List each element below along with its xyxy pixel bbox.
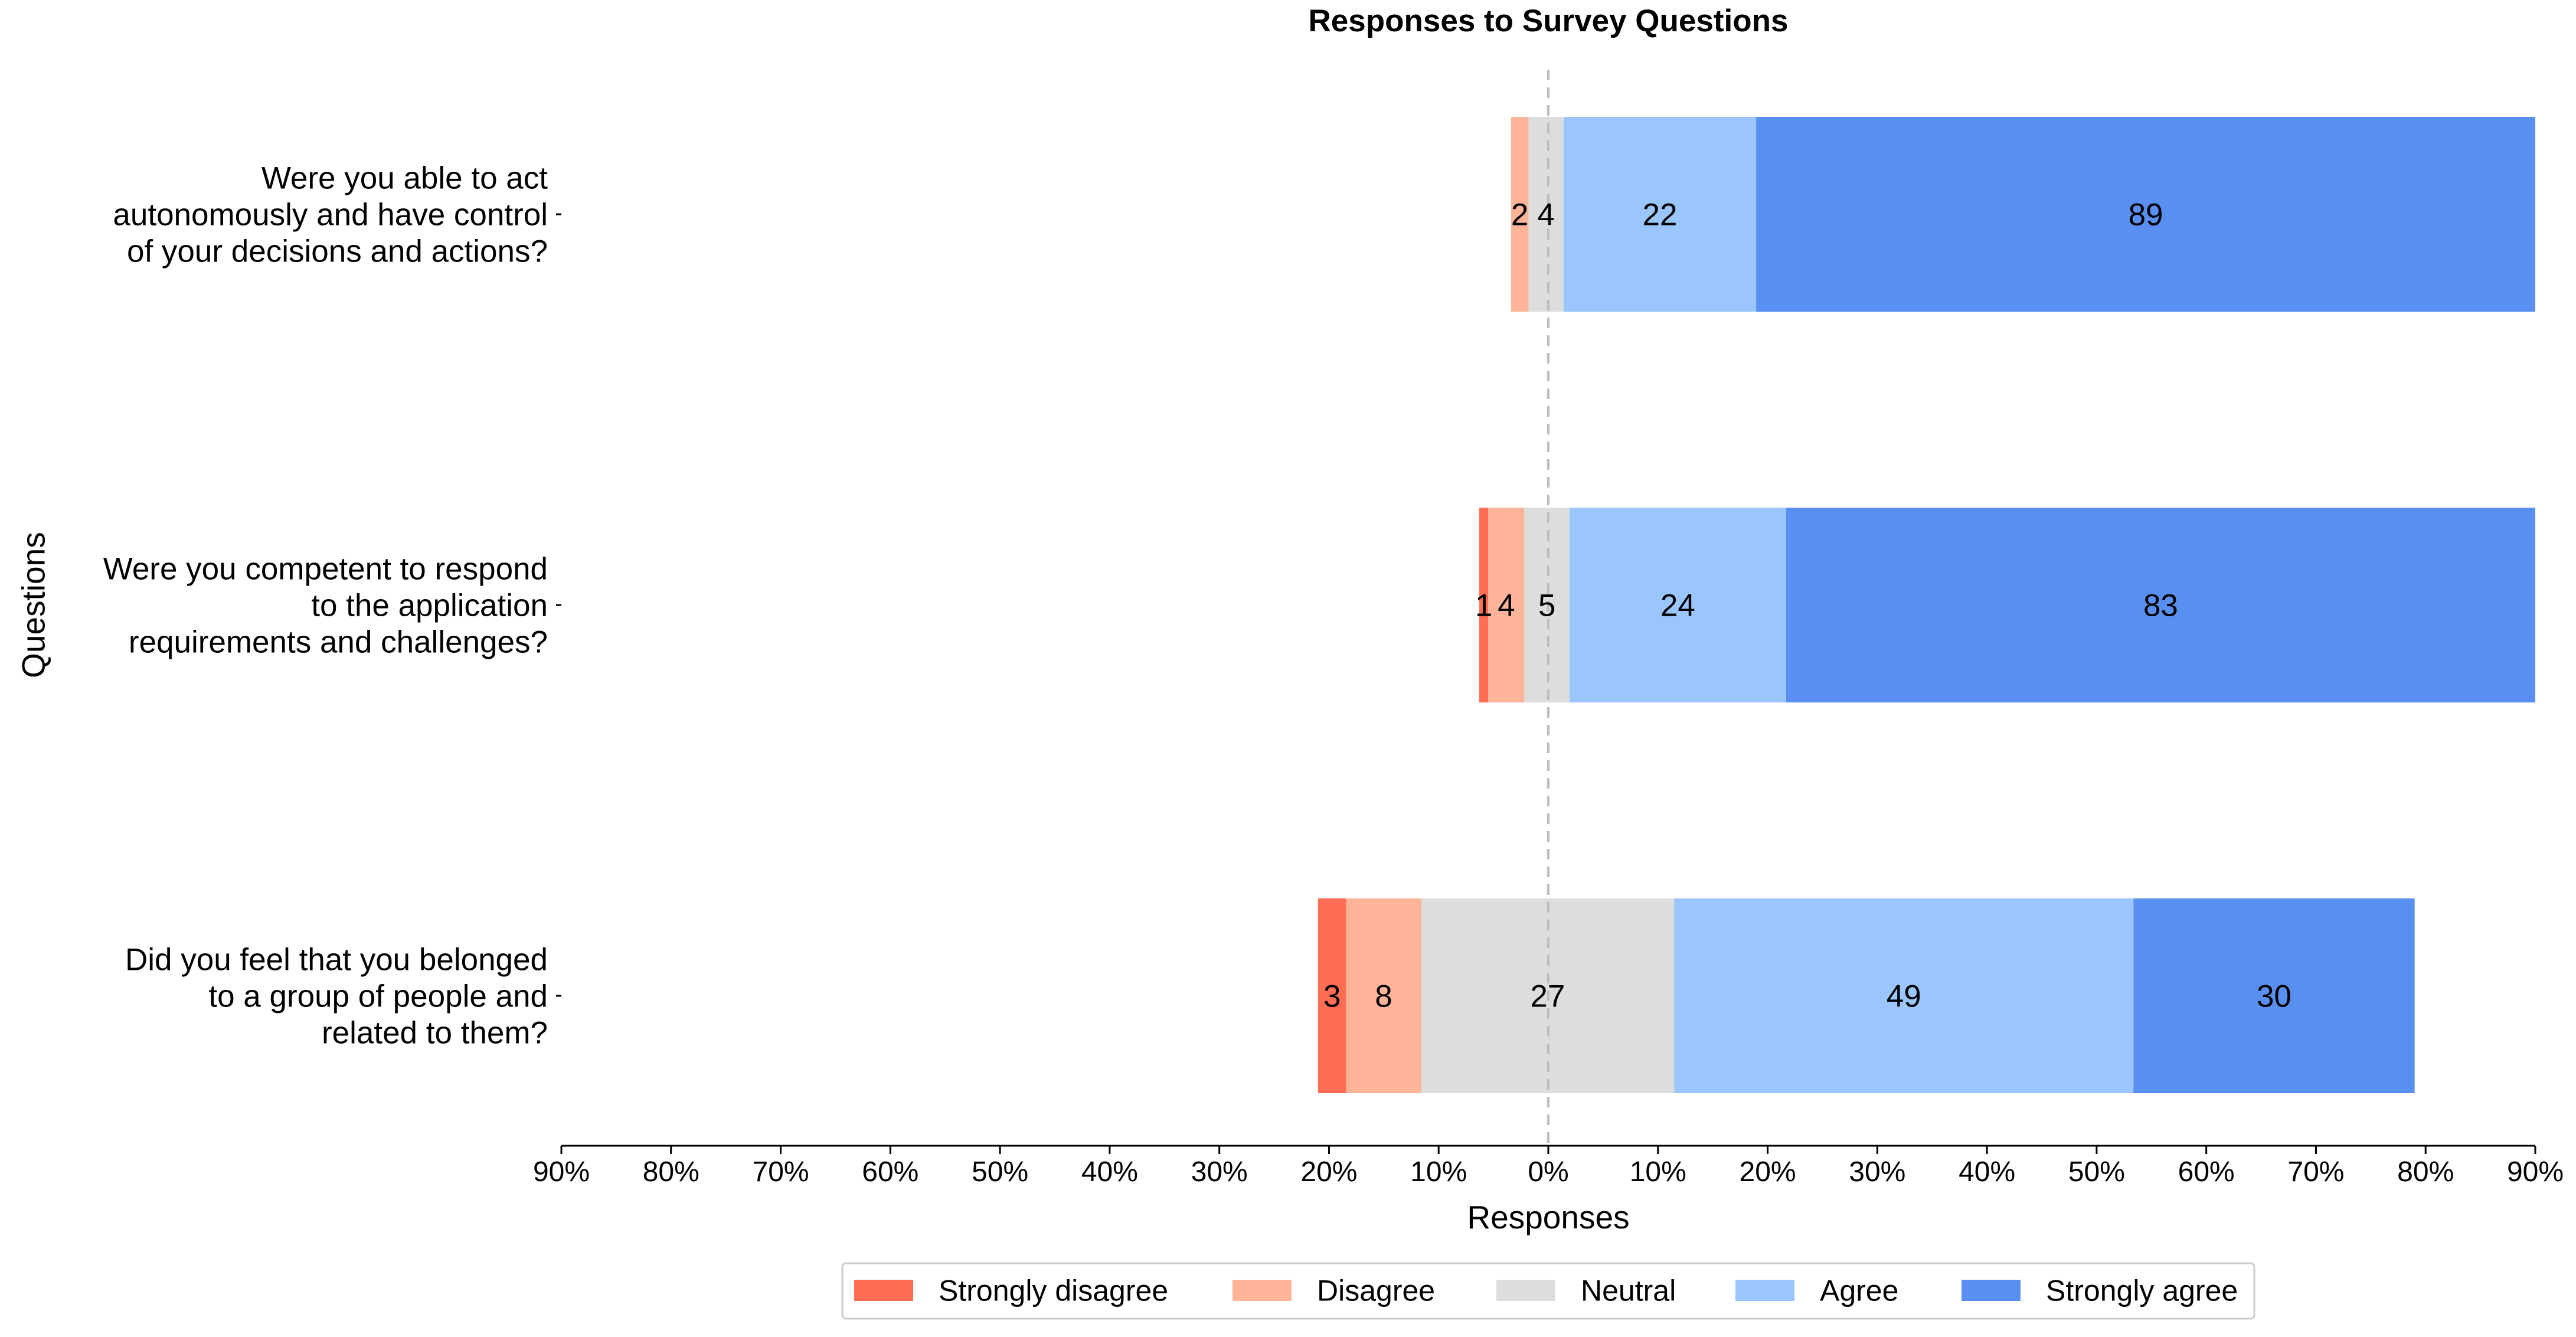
- bar-segment: [2133, 898, 2415, 1093]
- question-label: to a group of people and: [208, 979, 548, 1014]
- x-axis: 90% 80% 70% 60% 50% 40% 30% 20% 10% 0% 10% 20% 30% 40…: [533, 1145, 2564, 1188]
- legend-swatch: [1962, 1280, 2021, 1301]
- legend-label: Neutral: [1581, 1274, 1676, 1307]
- bar-segment: [1524, 508, 1570, 702]
- data-label: 1: [1475, 589, 1492, 623]
- x-tick-label: 60%: [862, 1156, 918, 1188]
- x-tick-label: 50%: [2068, 1156, 2125, 1188]
- question-label: Were you competent to respond: [103, 552, 548, 587]
- legend-swatch: [1233, 1280, 1292, 1301]
- question-label: requirements and challenges?: [129, 625, 548, 660]
- question-label: Were you able to act: [261, 161, 548, 196]
- data-label: 3: [1323, 979, 1341, 1014]
- x-tick-label: 50%: [972, 1156, 1028, 1188]
- data-label: 4: [1537, 198, 1554, 233]
- data-label: 24: [1660, 589, 1695, 623]
- question-label: autonomously and have control: [113, 198, 548, 233]
- x-tick-label: 70%: [2287, 1156, 2344, 1188]
- data-label: 30: [2257, 979, 2291, 1014]
- bar-segment: [1674, 898, 2134, 1093]
- question-label: to the application: [311, 589, 548, 623]
- x-tick-label: 30%: [1191, 1156, 1248, 1188]
- x-tick-label: 80%: [2397, 1156, 2454, 1188]
- y-axis-label: Questions: [15, 532, 51, 678]
- legend-label: Agree: [1820, 1274, 1898, 1307]
- question-label: of your decisions and actions?: [127, 234, 548, 269]
- legend-swatch: [1496, 1280, 1555, 1301]
- data-label: 22: [1642, 198, 1677, 233]
- bar-segment: [1528, 117, 1564, 312]
- data-label: 4: [1498, 589, 1515, 623]
- legend-label: Strongly agree: [2046, 1274, 2238, 1307]
- bar-segment: [1786, 508, 2535, 702]
- data-label: 5: [1538, 589, 1555, 623]
- x-tick-label: 20%: [1300, 1156, 1357, 1188]
- legend-swatch: [854, 1280, 913, 1301]
- data-label: 27: [1530, 979, 1565, 1014]
- x-tick-label: 20%: [1740, 1156, 1796, 1188]
- x-tick-label: 10%: [1630, 1156, 1686, 1188]
- bar-segment: [1756, 117, 2535, 312]
- x-tick-label: 0%: [1528, 1156, 1568, 1188]
- data-label: 89: [2129, 198, 2163, 233]
- data-label: 2: [1511, 198, 1528, 233]
- bars-group: [1318, 117, 2535, 1093]
- x-tick-label: 80%: [643, 1156, 699, 1188]
- x-tick-label: 90%: [533, 1156, 590, 1188]
- x-tick-label: 40%: [1081, 1156, 1138, 1188]
- legend: Strongly disagree Disagree Neutral Agree Str…: [841, 1262, 2255, 1320]
- x-axis-label: Responses: [1467, 1199, 1629, 1235]
- x-tick-label: 10%: [1410, 1156, 1467, 1188]
- x-tick-label: 40%: [1959, 1156, 2015, 1188]
- segment-labels-group: 2 4 22 891 4 5 24 833 8 27 49 30: [1323, 198, 2291, 1014]
- x-tick-label: 60%: [2178, 1156, 2235, 1188]
- chart-title: Responses to Survey Questions: [1309, 4, 1789, 38]
- legend-swatch: [1735, 1280, 1794, 1301]
- bar-segment: [1346, 898, 1421, 1093]
- bar-segment: [1318, 898, 1346, 1093]
- bar-segment: [1479, 508, 1489, 702]
- legend-label: Strongly disagree: [939, 1274, 1168, 1307]
- bar-segment: [1488, 508, 1525, 702]
- data-label: 83: [2143, 589, 2178, 623]
- bar-segment: [1569, 508, 1786, 702]
- x-tick-label: 90%: [2507, 1156, 2564, 1188]
- bar-segment: [1563, 117, 1757, 312]
- question-label: Did you feel that you belonged: [125, 943, 548, 978]
- data-label: 49: [1887, 979, 1921, 1014]
- x-tick-label: 70%: [753, 1156, 809, 1188]
- legend-label: Disagree: [1317, 1274, 1435, 1307]
- data-label: 8: [1375, 979, 1392, 1014]
- bar-segment: [1511, 117, 1529, 312]
- x-tick-label: 30%: [1849, 1156, 1905, 1188]
- question-label: related to them?: [322, 1016, 548, 1051]
